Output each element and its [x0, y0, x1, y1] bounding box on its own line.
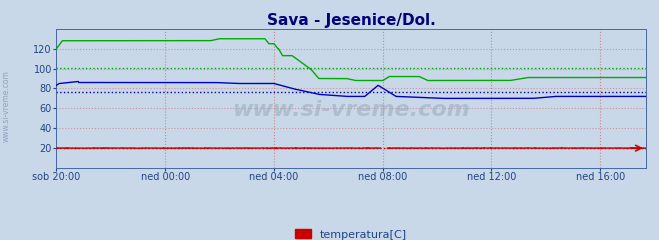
Text: www.si-vreme.com: www.si-vreme.com [2, 70, 11, 142]
Legend: temperatura[C], pretok[m3/s], višina[cm]: temperatura[C], pretok[m3/s], višina[cm] [295, 229, 407, 240]
Text: www.si-vreme.com: www.si-vreme.com [232, 100, 470, 120]
Title: Sava - Jesenice/Dol.: Sava - Jesenice/Dol. [266, 13, 436, 28]
